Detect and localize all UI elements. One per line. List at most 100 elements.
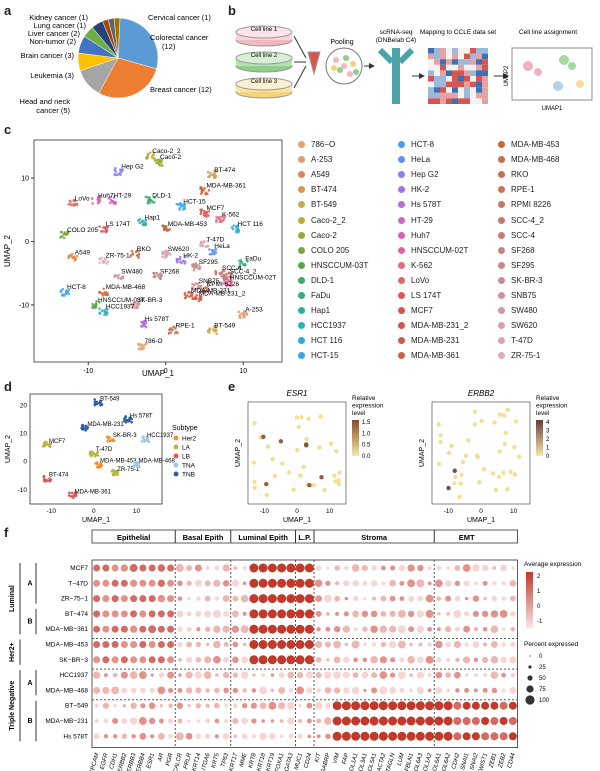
expression-dot [196, 627, 201, 632]
gene-label: CD24 [304, 752, 314, 769]
expression-dot [343, 656, 350, 664]
subgroup-label: A [27, 580, 32, 587]
expression-dot [131, 734, 136, 739]
cluster-point [113, 201, 117, 204]
expression-dot [298, 704, 302, 708]
expression-point [304, 436, 309, 442]
expression-dot [102, 686, 110, 694]
expression-dot [390, 565, 396, 571]
cluster-point [238, 315, 241, 318]
cluster-point [103, 309, 106, 312]
cluster-point [62, 236, 66, 240]
expression-dot [232, 656, 239, 664]
cluster-point [168, 328, 171, 332]
cluster-point [100, 230, 103, 233]
legend-item: COLO 205 [298, 243, 368, 258]
heatmap-cell [452, 53, 458, 60]
gene-label: SNAI1 [460, 753, 470, 771]
expression-dot [177, 688, 183, 693]
expression-dot [167, 579, 175, 587]
expression-dot [205, 703, 210, 708]
expression-dot [325, 702, 331, 709]
row-label: BT−549 [65, 703, 88, 710]
heatmap-cell [446, 76, 452, 82]
legend-item: 786−O [298, 137, 368, 152]
gene-label: COL6A1 [431, 753, 443, 771]
expression-point [438, 433, 443, 438]
expression-dot [167, 595, 175, 603]
cluster-point [133, 301, 137, 305]
legend-swatch [298, 246, 305, 254]
expression-dot [120, 595, 128, 603]
cluster-point [112, 439, 116, 442]
legend-swatch [398, 307, 405, 315]
heatmap-cell [434, 92, 440, 99]
legend-item: HCT-15 [298, 348, 368, 363]
expression-dot [371, 642, 377, 647]
expression-dot [232, 595, 239, 602]
cluster-point [135, 254, 139, 257]
cluster-point [205, 286, 208, 290]
cluster-point [146, 156, 150, 159]
expression-dot [446, 688, 450, 693]
cluster-point [238, 262, 242, 266]
legend-label: Huh7 [411, 230, 431, 240]
expression-dot [241, 703, 248, 709]
expression-dot [140, 703, 146, 709]
cluster-point [114, 166, 117, 170]
cluster-label: MDA-MB-453 [168, 221, 208, 228]
expression-dot [464, 642, 469, 647]
cluster-point [170, 328, 174, 332]
cluster-point [96, 201, 100, 205]
expression-dot [427, 626, 432, 632]
cluster-point [213, 330, 216, 333]
expression-dot [204, 733, 211, 739]
arrow-dish1 [293, 35, 307, 59]
gene-label: GATA3 [284, 752, 295, 771]
expression-dot [194, 579, 202, 587]
legend-label: SCC-4_2 [511, 215, 544, 225]
expression-dot [388, 716, 398, 726]
cluster-point [225, 284, 229, 288]
cluster-label: MDA-MB-468 [106, 284, 146, 291]
legend-swatch [298, 307, 305, 315]
expression-dot [286, 609, 296, 619]
expression-dot [371, 687, 378, 694]
expression-point [452, 468, 457, 473]
expression-dot [509, 595, 516, 602]
expression-dot [222, 580, 230, 587]
expression-point [265, 444, 271, 449]
cluster-point [231, 227, 235, 231]
expression-dot [242, 566, 247, 570]
expression-dot [195, 703, 202, 709]
expression-dot [102, 702, 109, 709]
cluster-point [161, 252, 164, 256]
legend-label: RPMI 8226 [511, 200, 552, 210]
expression-dot [463, 625, 471, 633]
expression-dot [111, 686, 120, 695]
cluster-point [120, 277, 123, 280]
expression-dot [267, 624, 277, 634]
size-legend-dot [525, 695, 535, 705]
cluster-point [144, 325, 148, 329]
cluster-point [215, 170, 218, 173]
colorbar [536, 420, 543, 456]
expression-dot [129, 717, 138, 725]
legend-swatch [398, 246, 405, 254]
expression-dot [380, 565, 386, 571]
cluster-point [137, 256, 140, 259]
expression-dot [158, 672, 165, 678]
expression-dot [435, 640, 443, 649]
expression-dot [491, 596, 497, 602]
expression-point [460, 459, 466, 465]
heatmap-cell [458, 53, 464, 60]
expression-dot [286, 578, 296, 588]
expression-dot [130, 687, 137, 694]
expression-dot [168, 687, 174, 693]
expression-dot [474, 581, 478, 586]
legend-item: RPMI 8226 [498, 197, 559, 212]
expression-dot [501, 688, 506, 693]
legend-swatch [298, 231, 305, 239]
colorbar-title: Relative expression level [352, 395, 384, 417]
expression-dot [389, 610, 396, 618]
